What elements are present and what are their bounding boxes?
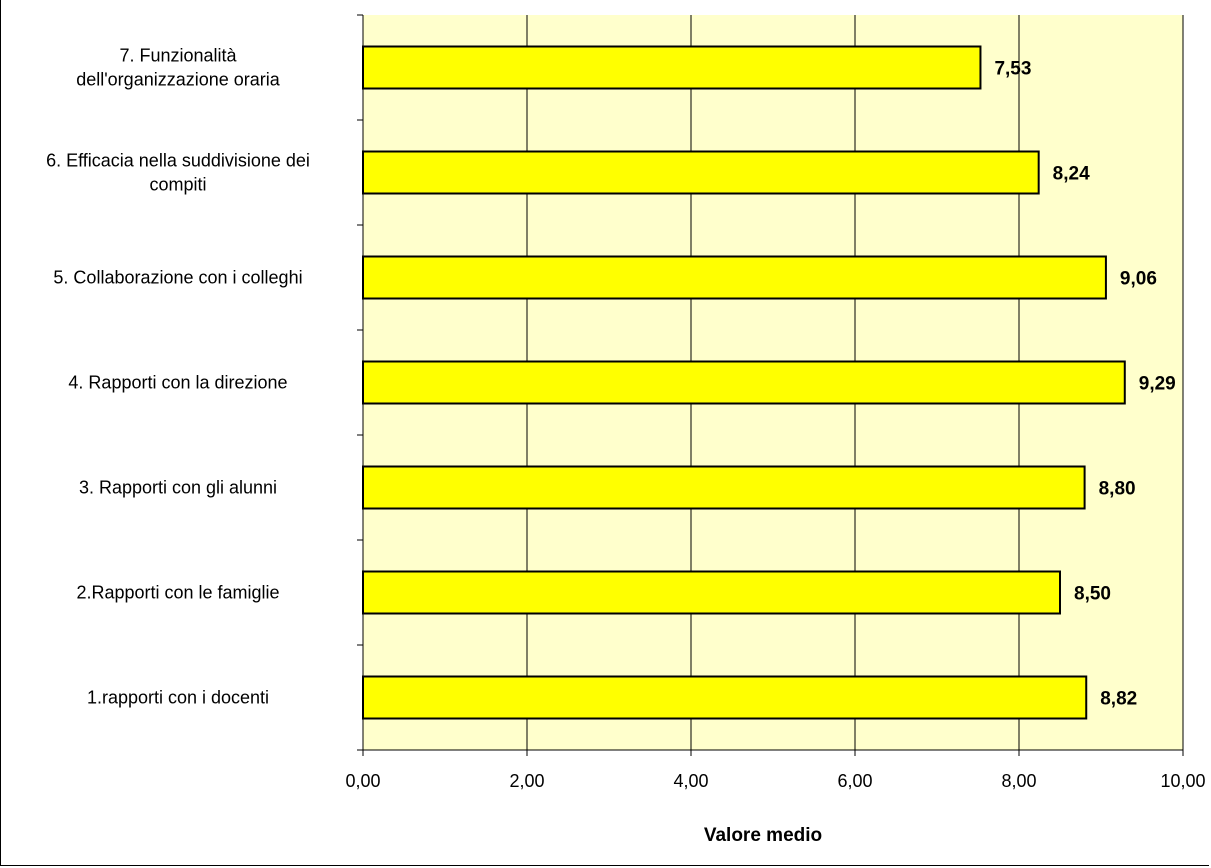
bar: [362, 675, 1088, 720]
category-label: 1.rapporti con i docenti: [87, 688, 269, 708]
axes: [357, 14, 1184, 756]
labels: 0,00 2,00 4,00 6,00 8,00 10,00 7,53 7. Funziona…: [46, 46, 1205, 792]
bar-value-label: 8,50: [1074, 584, 1111, 605]
x-tick-label: 10,00: [1160, 771, 1205, 791]
bar: [362, 570, 1061, 615]
bar-value-label: 9,06: [1120, 269, 1157, 290]
bar: [362, 360, 1126, 405]
x-axis-title: Valore medio: [704, 825, 822, 846]
bar-value-label: 8,82: [1100, 689, 1137, 710]
category-label: 4. Rapporti con la direzione: [68, 373, 287, 393]
category-label: 6. Efficacia nella suddivisione dei compi…: [46, 151, 310, 195]
bars: [362, 45, 1126, 720]
bar: [362, 255, 1107, 300]
category-label: 3. Rapporti con gli alunni: [79, 478, 277, 498]
x-tick-label: 6,00: [837, 771, 872, 791]
bar-value-label: 9,29: [1139, 374, 1176, 395]
bar: [362, 150, 1040, 195]
bar: [362, 45, 982, 90]
x-tick-label: 4,00: [673, 771, 708, 791]
x-tick-label: 8,00: [1001, 771, 1036, 791]
category-label: 5. Collaborazione con i colleghi: [53, 268, 302, 288]
category-label: 2.Rapporti con le famiglie: [76, 583, 279, 603]
category-label: 7. Funzionalità dell'organizzazione orari…: [76, 46, 281, 90]
bar-value-label: 8,24: [1053, 164, 1090, 185]
bar-value-label: 8,80: [1099, 479, 1136, 500]
bar: [362, 465, 1086, 510]
x-tick-label: 2,00: [509, 771, 544, 791]
x-tick-label: 0,00: [345, 771, 380, 791]
bar-value-label: 7,53: [994, 59, 1031, 80]
